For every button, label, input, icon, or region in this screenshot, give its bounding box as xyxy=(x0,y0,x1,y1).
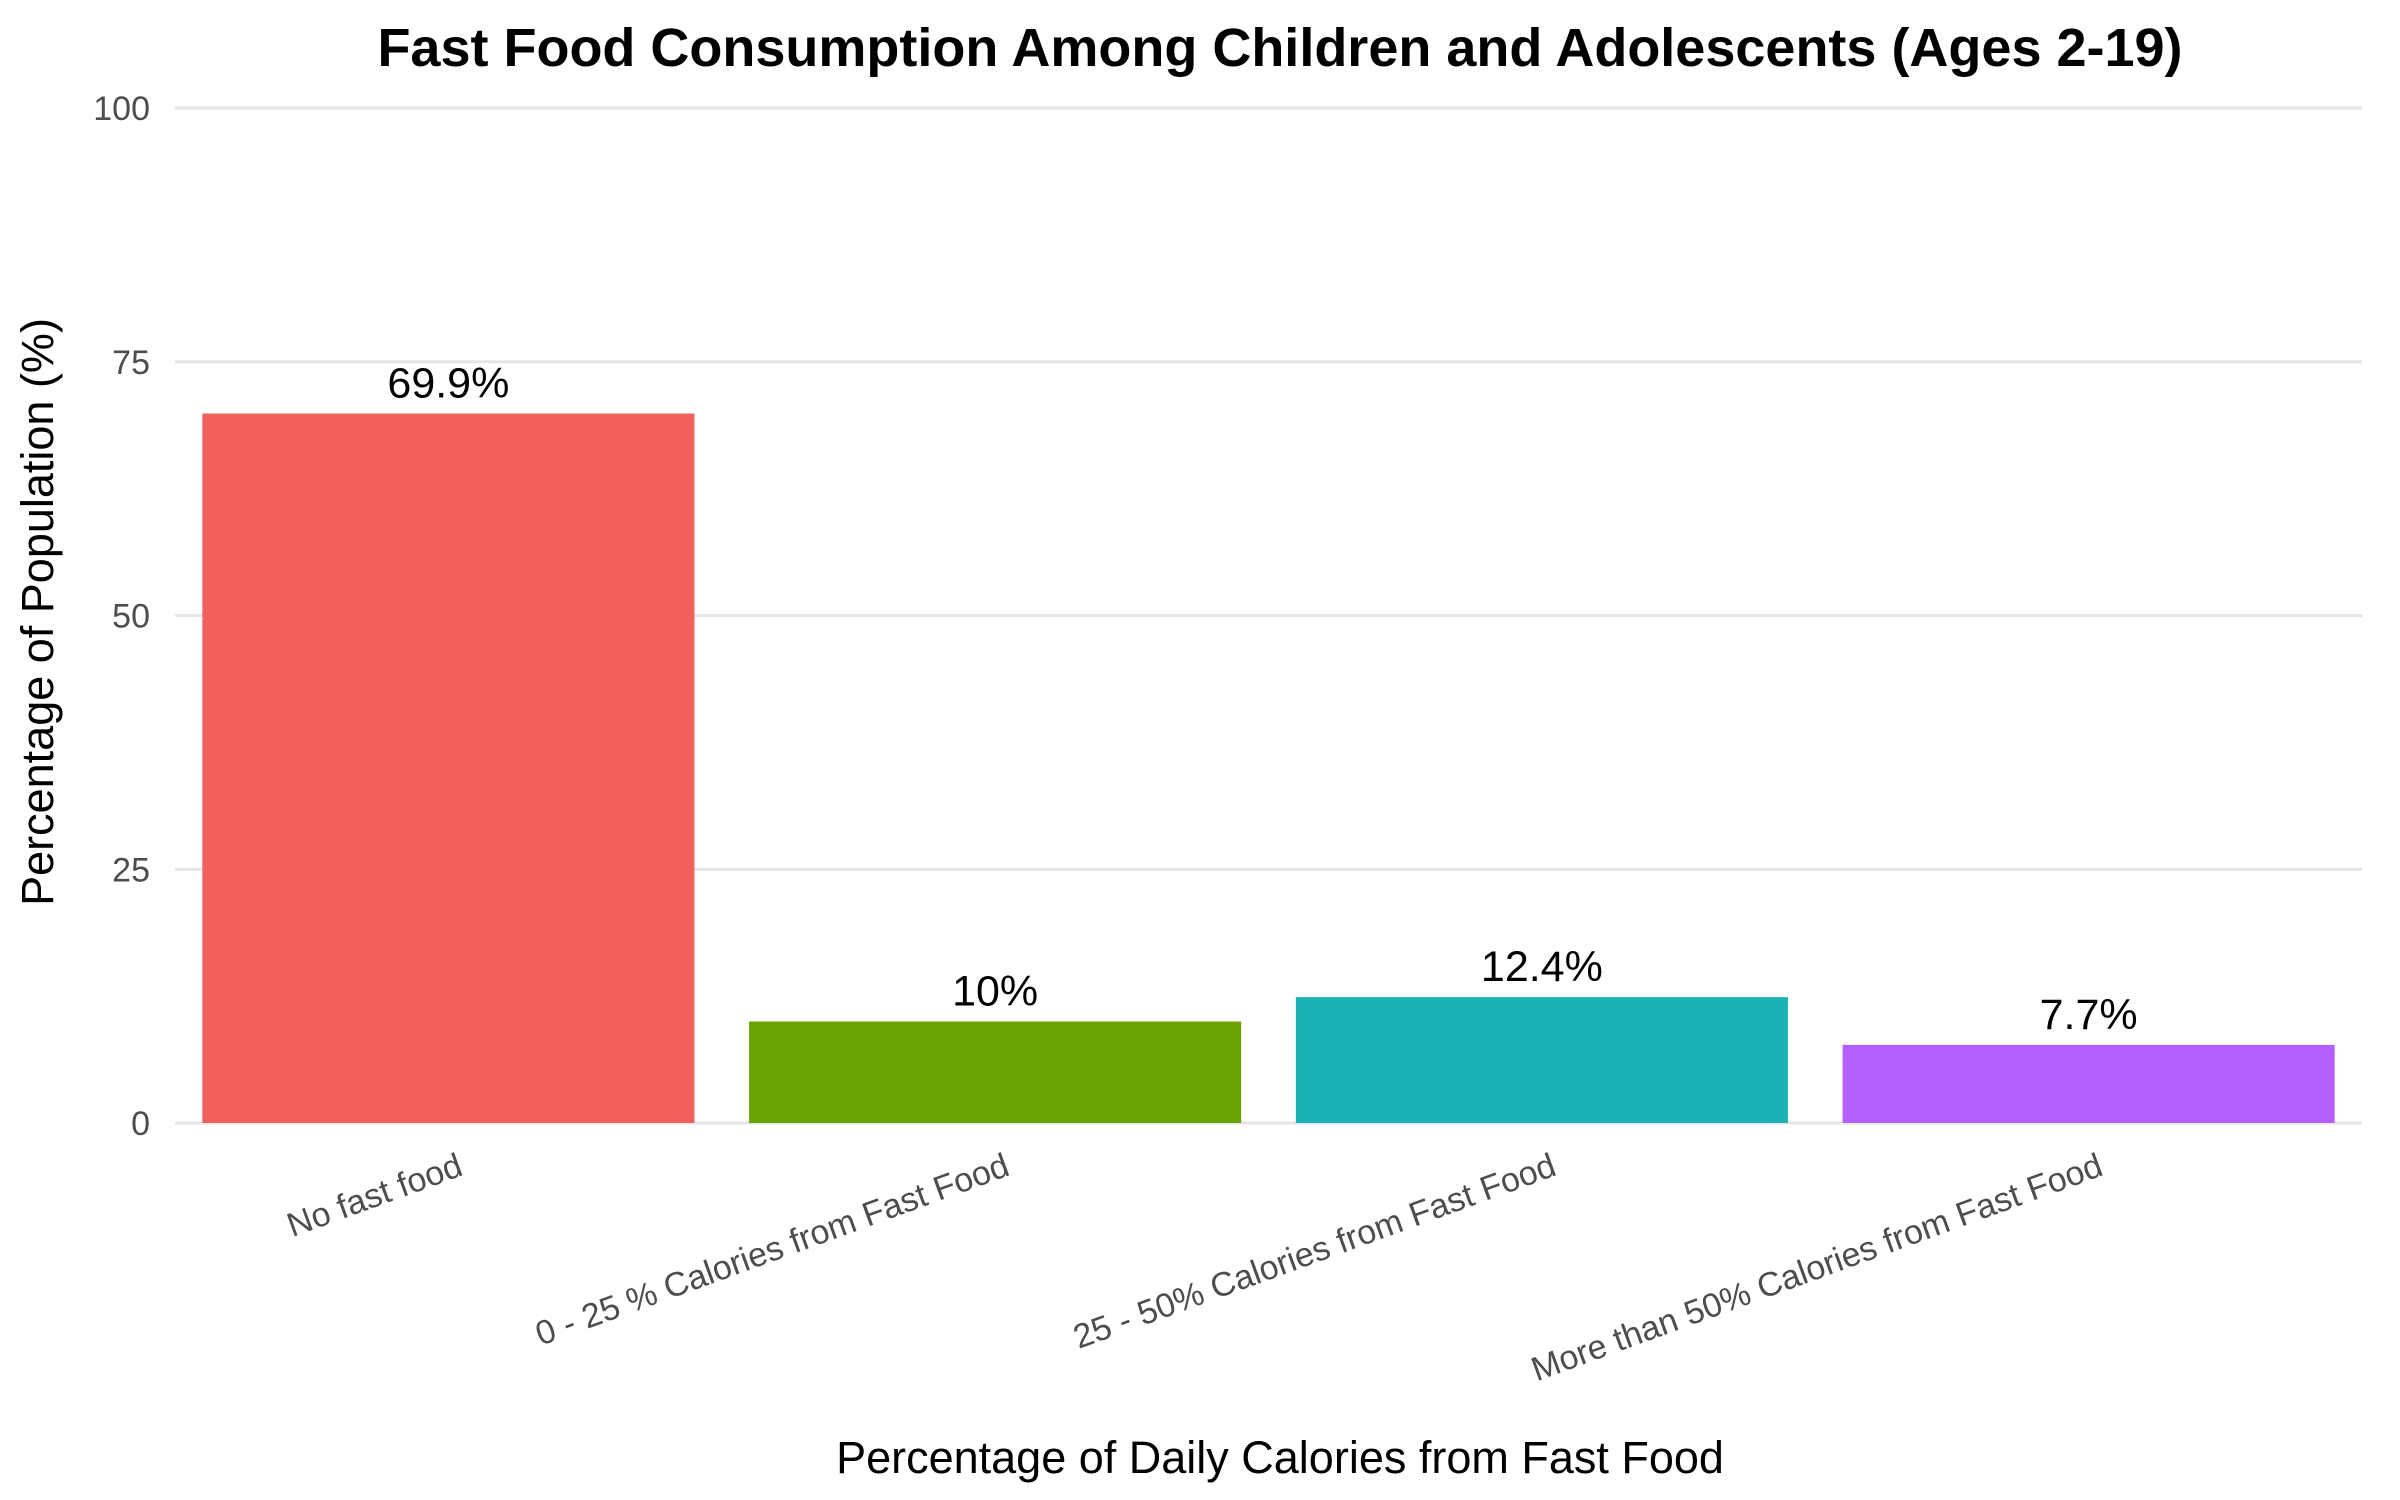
y-tick-label: 75 xyxy=(112,344,150,382)
x-axis-title: Percentage of Daily Calories from Fast F… xyxy=(836,1432,1724,1483)
x-tick-label: 0 - 25 % Calories from Fast Food xyxy=(531,1146,1015,1353)
bar-data-label: 7.7% xyxy=(2040,991,2138,1039)
bar xyxy=(1842,1044,2335,1123)
x-axis-ticks: No fast food 0 - 25 % Calories from Fast … xyxy=(282,1146,2108,1389)
bar-data-labels: 69.9% 10% 12.4% 7.7% xyxy=(387,360,2137,1039)
y-tick-label: 0 xyxy=(131,1105,150,1143)
bar-data-label: 12.4% xyxy=(1481,943,1603,991)
chart-title: Fast Food Consumption Among Children and… xyxy=(377,18,2182,78)
bar-data-label: 69.9% xyxy=(387,360,509,408)
x-tick-label: No fast food xyxy=(282,1146,467,1244)
y-tick-label: 25 xyxy=(112,851,150,889)
y-axis-title: Percentage of Population (%) xyxy=(12,318,63,906)
bar xyxy=(202,413,695,1123)
bars xyxy=(202,413,2335,1123)
x-tick-label: 25 - 50% Calories from Fast Food xyxy=(1068,1146,1560,1356)
y-axis-ticks: 0 25 50 75 100 xyxy=(93,90,150,1143)
y-tick-label: 50 xyxy=(112,598,150,636)
bar xyxy=(749,1021,1242,1123)
bar xyxy=(1295,997,1788,1123)
y-tick-label: 100 xyxy=(93,90,150,128)
x-tick-label: More than 50% Calories from Fast Food xyxy=(1526,1146,2107,1389)
bar-data-label: 10% xyxy=(952,968,1038,1016)
